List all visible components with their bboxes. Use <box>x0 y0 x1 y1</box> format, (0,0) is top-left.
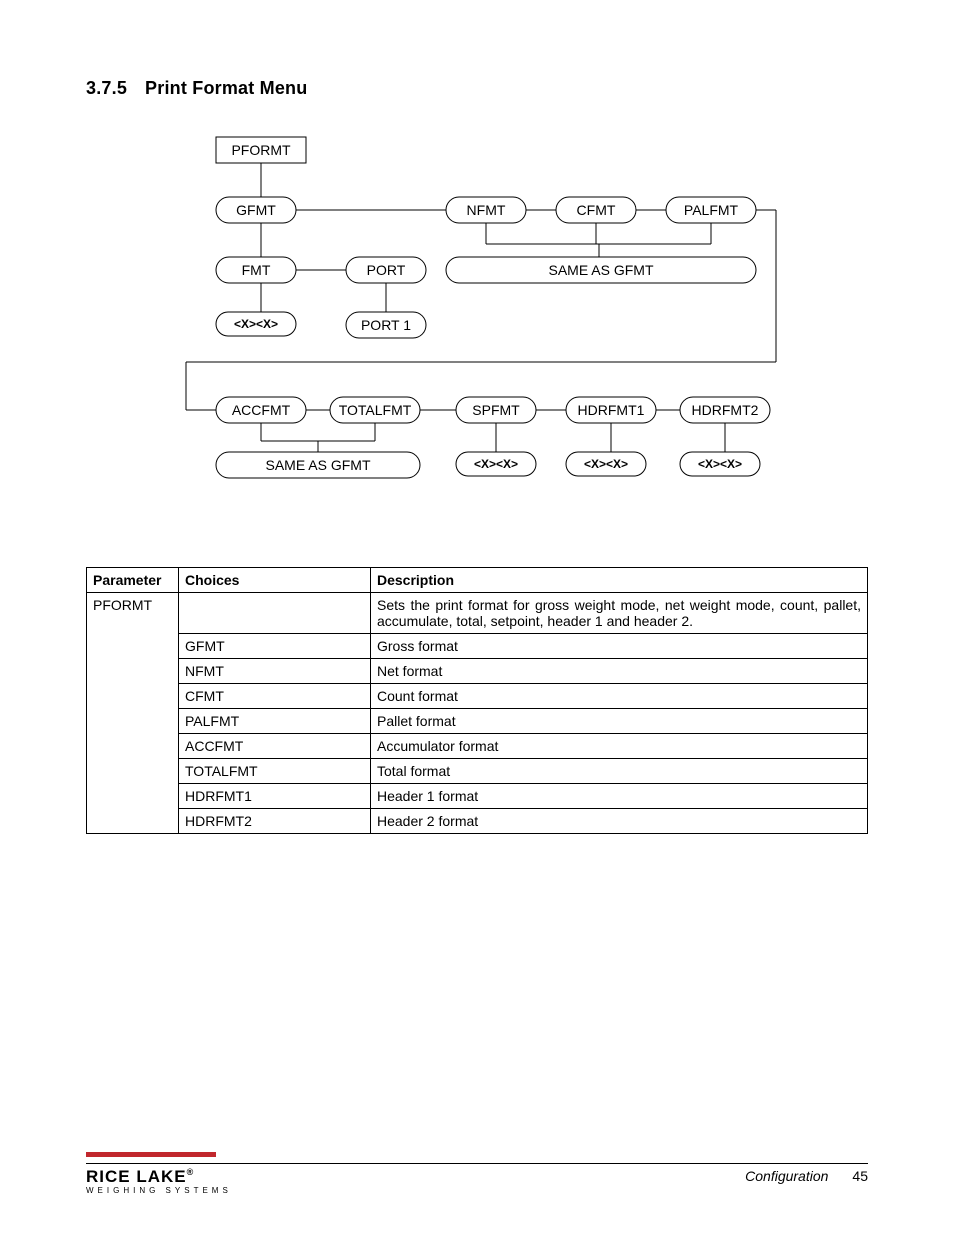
cell-choices: HDRFMT2 <box>179 809 371 834</box>
cell-parameter <box>87 759 179 784</box>
node-label-cfmt: CFMT <box>577 202 616 218</box>
table-row: PALFMTPallet format <box>87 709 868 734</box>
cell-choices: ACCFMT <box>179 734 371 759</box>
node-label-xx3: <X><X> <box>584 457 628 471</box>
cell-description: Sets the print format for gross weight m… <box>371 593 868 634</box>
cell-choices: PALFMT <box>179 709 371 734</box>
parameter-table: Parameter Choices Description PFORMT Sets… <box>86 567 868 834</box>
footer-section-label: Configuration <box>745 1168 828 1184</box>
table-row: TOTALFMTTotal format <box>87 759 868 784</box>
cell-parameter <box>87 709 179 734</box>
table-row: GFMTGross format <box>87 634 868 659</box>
cell-choices: NFMT <box>179 659 371 684</box>
node-label-same1: SAME AS GFMT <box>548 262 653 278</box>
node-label-totalfmt: TOTALFMT <box>339 402 412 418</box>
brand-name: RICE LAKE <box>86 1167 187 1186</box>
cell-description: Pallet format <box>371 709 868 734</box>
node-label-nfmt: NFMT <box>467 202 506 218</box>
table-row: HDRFMT1Header 1 format <box>87 784 868 809</box>
node-label-pformt: PFORMT <box>231 142 291 158</box>
registered-mark: ® <box>187 1167 195 1177</box>
section-number: 3.7.5 <box>86 78 127 99</box>
section-title: Print Format Menu <box>145 78 307 99</box>
cell-description: Accumulator format <box>371 734 868 759</box>
table-row: PFORMT Sets the print format for gross we… <box>87 593 868 634</box>
node-label-port1: PORT 1 <box>361 317 411 333</box>
cell-parameter <box>87 809 179 834</box>
node-label-xx4: <X><X> <box>698 457 742 471</box>
cell-parameter <box>87 659 179 684</box>
brand-logo: RICE LAKE® WEIGHING SYSTEMS <box>86 1168 232 1195</box>
node-label-palfmt: PALFMT <box>684 202 739 218</box>
cell-choices: GFMT <box>179 634 371 659</box>
brand-red-bar <box>86 1152 216 1157</box>
node-label-hdrfmt1: HDRFMT1 <box>578 402 645 418</box>
page-label: Configuration 45 <box>745 1168 868 1184</box>
col-header-description: Description <box>371 568 868 593</box>
cell-choices <box>179 593 371 634</box>
cell-description: Header 2 format <box>371 809 868 834</box>
diagram-svg: PFORMT GFMT NFMT CFMT PALFMT FMT PORT SAME AS G… <box>86 127 786 497</box>
page-number: 45 <box>852 1168 868 1184</box>
brand-subtitle: WEIGHING SYSTEMS <box>86 1187 232 1195</box>
col-header-choices: Choices <box>179 568 371 593</box>
table-row: CFMTCount format <box>87 684 868 709</box>
menu-tree-diagram: PFORMT GFMT NFMT CFMT PALFMT FMT PORT SAME AS G… <box>86 127 868 507</box>
cell-parameter <box>87 784 179 809</box>
cell-description: Count format <box>371 684 868 709</box>
page-footer: RICE LAKE® WEIGHING SYSTEMS Configuratio… <box>86 1152 868 1195</box>
cell-description: Header 1 format <box>371 784 868 809</box>
node-label-hdrfmt2: HDRFMT2 <box>692 402 759 418</box>
node-label-spfmt: SPFMT <box>472 402 520 418</box>
node-label-xx1: <X><X> <box>234 317 278 331</box>
table-row: ACCFMTAccumulator format <box>87 734 868 759</box>
cell-parameter <box>87 734 179 759</box>
node-label-port: PORT <box>367 262 406 278</box>
footer-rule <box>86 1163 868 1164</box>
node-label-same2: SAME AS GFMT <box>265 457 370 473</box>
node-label-accfmt: ACCFMT <box>232 402 291 418</box>
section-heading: 3.7.5 Print Format Menu <box>86 78 868 99</box>
node-label-gfmt: GFMT <box>236 202 276 218</box>
cell-description: Net format <box>371 659 868 684</box>
cell-description: Gross format <box>371 634 868 659</box>
table-header-row: Parameter Choices Description <box>87 568 868 593</box>
cell-parameter <box>87 684 179 709</box>
cell-choices: HDRFMT1 <box>179 784 371 809</box>
node-label-xx2: <X><X> <box>474 457 518 471</box>
col-header-parameter: Parameter <box>87 568 179 593</box>
cell-parameter <box>87 634 179 659</box>
cell-choices: TOTALFMT <box>179 759 371 784</box>
table-row: HDRFMT2Header 2 format <box>87 809 868 834</box>
cell-choices: CFMT <box>179 684 371 709</box>
cell-parameter: PFORMT <box>87 593 179 634</box>
cell-description: Total format <box>371 759 868 784</box>
table-row: NFMTNet format <box>87 659 868 684</box>
node-label-fmt: FMT <box>242 262 271 278</box>
